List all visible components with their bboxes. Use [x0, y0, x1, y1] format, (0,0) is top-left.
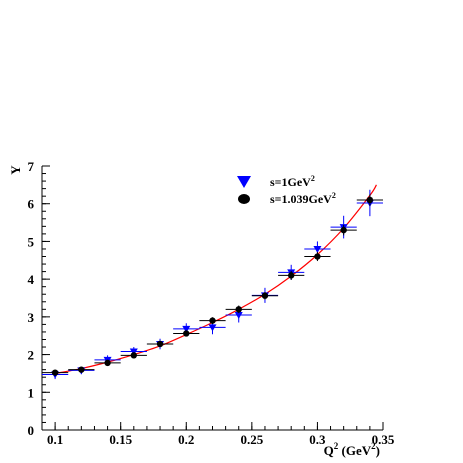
legend-label-series-1-main: s=1GeV	[270, 175, 311, 189]
x-tick-label: 0.3	[309, 432, 326, 447]
axis-ticks	[41, 165, 384, 431]
y-tick-label: 5	[28, 234, 35, 249]
legend-marker-circle-icon	[238, 194, 250, 204]
x-axis-title-unit-open: (GeV	[338, 443, 371, 458]
x-axis-title-unit-exponent: 2	[371, 441, 376, 451]
x-axis-title-q-exponent: 2	[334, 441, 339, 451]
legend-item-series-2: s=1.039GeV2	[238, 191, 336, 206]
y-tick-label: 4	[28, 272, 35, 287]
y-tick-label: 6	[28, 197, 35, 212]
data-point-circle	[183, 330, 190, 337]
data-point-circle	[287, 272, 295, 279]
fit-curve	[55, 184, 377, 375]
legend: s=1GeV2 s=1.039GeV2	[237, 174, 336, 206]
legend-label-series-2-main: s=1.039GeV	[270, 192, 332, 206]
legend-label-series-1: s=1GeV2	[270, 174, 315, 189]
x-axis-title-unit-close: )	[376, 443, 380, 458]
data-point-triangle	[208, 324, 217, 332]
y-tick-label: 1	[28, 385, 35, 400]
data-point-circle	[366, 196, 374, 204]
series-2	[42, 194, 383, 376]
x-tick-label: 0.2	[178, 432, 194, 447]
legend-label-series-2-exponent: 2	[332, 191, 336, 200]
legend-marker-triangle-icon	[237, 176, 251, 188]
data-point-circle	[209, 317, 216, 324]
legend-label-series-1-exponent: 2	[311, 174, 315, 183]
y-tick-labels: 0 1 2 3 4 5 6 7	[28, 159, 35, 438]
x-tick-label: 0.25	[240, 432, 263, 447]
data-point-triangle	[234, 311, 243, 319]
data-point-circle	[130, 352, 138, 359]
data-point-circle	[235, 306, 242, 313]
y-axis-title: Y	[8, 165, 23, 175]
series-1	[42, 189, 383, 380]
series-layer	[42, 189, 383, 380]
x-tick-label: 0.15	[109, 432, 132, 447]
data-point-circle	[314, 253, 321, 260]
y-tick-label: 7	[28, 159, 35, 174]
data-point-circle	[156, 340, 164, 348]
data-point-triangle	[182, 325, 191, 333]
plot-frame	[41, 166, 383, 431]
x-axis-title-q: Q	[324, 443, 334, 458]
x-axis-title: Q2 (GeV2)	[324, 441, 380, 458]
y-tick-label: 2	[28, 348, 35, 363]
legend-label-series-2: s=1.039GeV2	[270, 191, 336, 206]
y-tick-label: 0	[28, 423, 35, 438]
y-tick-label: 3	[28, 310, 35, 325]
data-point-circle	[340, 226, 347, 234]
data-point-triangle	[313, 245, 322, 253]
data-point-circle	[51, 369, 59, 376]
x-tick-label: 0.1	[47, 432, 63, 447]
data-point-circle	[261, 292, 269, 299]
data-point-circle	[104, 359, 111, 367]
data-point-triangle	[129, 348, 138, 356]
data-point-circle	[78, 366, 85, 373]
x-tick-label: 0.35	[372, 432, 395, 447]
x-tick-labels: 0.1 0.15 0.2 0.25 0.3 0.35	[47, 432, 395, 447]
legend-item-series-1: s=1GeV2	[237, 174, 315, 189]
fit-curve-layer	[55, 184, 377, 375]
